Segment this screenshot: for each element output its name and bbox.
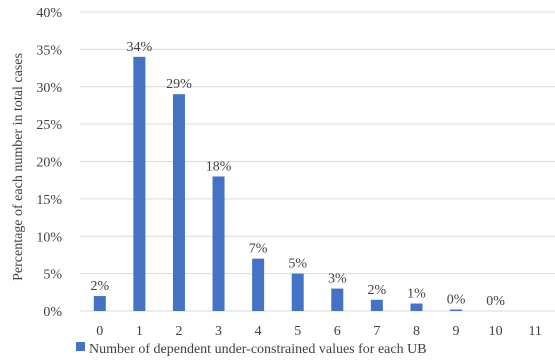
x-tick-label: 8 (413, 324, 420, 339)
data-label: 29% (166, 77, 192, 92)
x-tick-label: 1 (136, 324, 143, 339)
bar (410, 303, 423, 311)
x-tick-labels: 0 1 2 3 4 5 6 7 8 9 10 11 (96, 324, 542, 339)
y-tick-label: 10% (36, 230, 62, 245)
legend-swatch (76, 342, 85, 351)
data-label: 7% (249, 242, 268, 257)
x-tick-label: 10 (489, 324, 503, 339)
y-tick-label: 0% (43, 305, 62, 320)
bar (133, 56, 146, 311)
y-tick-label: 20% (36, 156, 62, 171)
y-tick-label: 25% (36, 118, 62, 133)
bar (331, 288, 344, 311)
data-label: 0% (447, 293, 466, 308)
data-label: 0% (486, 294, 505, 309)
y-tick-label: 5% (43, 268, 62, 283)
y-tick-label: 15% (36, 193, 62, 208)
bar (212, 176, 225, 311)
bar (450, 309, 463, 311)
y-tick-label: 40% (36, 6, 62, 21)
x-tick-label: 7 (373, 324, 380, 339)
data-label: 18% (206, 159, 232, 174)
x-tick-label: 5 (294, 324, 301, 339)
y-tick-label: 30% (36, 81, 62, 96)
legend: Number of dependent under-constrained va… (76, 342, 427, 357)
x-tick-label: 9 (453, 324, 460, 339)
data-labels: 2% 34% 29% 18% 7% 5% 3% 2% 1% 0% 0% (90, 40, 505, 309)
bar (370, 299, 383, 311)
y-tick-label: 35% (36, 43, 62, 58)
data-label: 3% (328, 272, 347, 287)
x-tick-label: 3 (215, 324, 222, 339)
bar (172, 94, 185, 311)
data-label: 1% (407, 287, 426, 302)
bar (291, 273, 304, 311)
y-tick-labels: 0% 5% 10% 15% 20% 25% 30% 35% 40% (36, 6, 62, 320)
gridlines (80, 11, 555, 312)
data-label: 34% (127, 40, 153, 55)
x-tick-label: 0 (96, 324, 103, 339)
data-label: 2% (90, 279, 109, 294)
legend-label: Number of dependent under-constrained va… (89, 342, 427, 357)
data-label: 5% (288, 257, 307, 272)
x-tick-label: 4 (255, 324, 262, 339)
data-label: 2% (368, 283, 387, 298)
bar (252, 258, 265, 311)
bar (93, 296, 106, 311)
bars (93, 56, 463, 311)
x-tick-label: 2 (175, 324, 182, 339)
x-tick-label: 6 (334, 324, 341, 339)
x-tick-label: 11 (528, 324, 541, 339)
y-axis-label: Percentage of each number in total cases (11, 53, 26, 281)
